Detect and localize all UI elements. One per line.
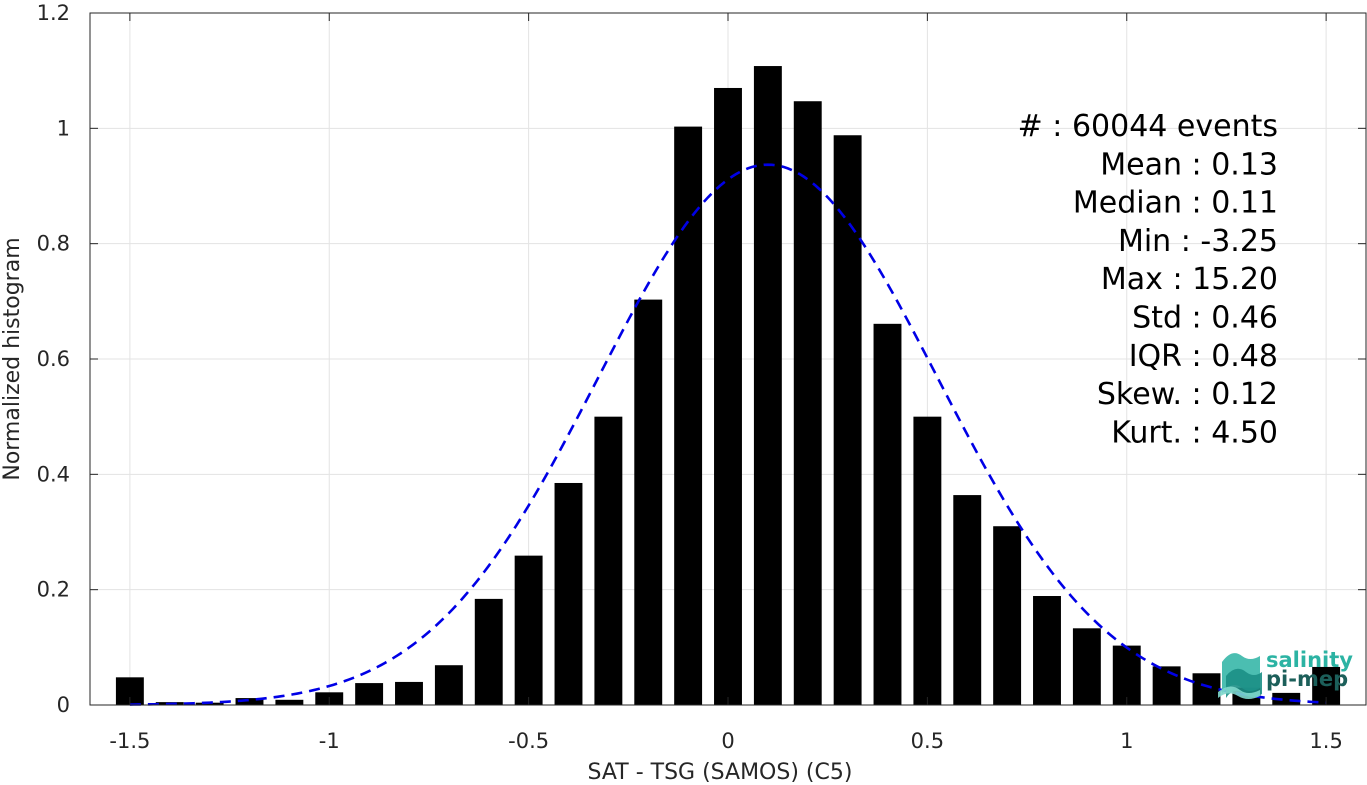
histogram-bar (953, 495, 982, 705)
x-tick-label: 1.5 (1309, 729, 1342, 753)
histogram-bar (793, 101, 822, 706)
histogram-bar (993, 526, 1022, 705)
stats-line: Kurt. : 4.50 (1111, 415, 1278, 450)
x-tick-label: -0.5 (508, 729, 549, 753)
x-axis-label: SAT - TSG (SAMOS) (C5) (588, 760, 853, 785)
stats-line: # : 60044 events (1018, 109, 1278, 144)
histogram-bar (395, 681, 423, 705)
x-tick-label: 1 (1120, 729, 1133, 753)
histogram-bar (514, 555, 543, 705)
histogram-bar (1152, 666, 1181, 705)
histogram-bar (833, 135, 862, 705)
y-axis-label: Normalized histogram (0, 237, 25, 480)
histogram-bar (873, 323, 902, 705)
x-tick-label: 0.5 (911, 729, 944, 753)
histogram-bar (275, 699, 304, 705)
histogram-bar (474, 598, 503, 705)
y-tick-label: 0.8 (37, 232, 70, 256)
histogram-bar (1272, 692, 1301, 705)
histogram-bar (1072, 628, 1101, 705)
histogram-bar (235, 698, 264, 705)
logo-text-salinity: salinity (1266, 648, 1353, 672)
histogram-bar (1192, 673, 1221, 705)
stats-line: Skew. : 0.12 (1097, 377, 1278, 412)
y-tick-label: 0 (57, 693, 70, 717)
wave-icon (1218, 653, 1262, 699)
histogram-bar (753, 66, 782, 706)
histogram-bar (594, 416, 623, 705)
stats-line: Max : 15.20 (1101, 262, 1278, 297)
histogram-bar (913, 416, 942, 705)
histogram-bar (634, 299, 663, 705)
y-tick-label: 1 (57, 116, 70, 140)
x-tick-label: -1.5 (109, 729, 150, 753)
x-tick-label: -1 (319, 729, 340, 753)
stats-line: Mean : 0.13 (1100, 147, 1278, 182)
salinity-pi-mep-logo: salinity pi-mep (1218, 648, 1353, 699)
stats-line: Std : 0.46 (1132, 301, 1278, 336)
y-tick-label: 0.4 (37, 462, 70, 486)
histogram-bars (115, 66, 1341, 706)
stats-line: IQR : 0.48 (1129, 339, 1278, 374)
stats-line: Median : 0.11 (1073, 186, 1278, 221)
histogram-bar (434, 665, 463, 705)
y-tick-label: 0.6 (37, 347, 70, 371)
axis-ticks: -1.5 -1 -0.5 0 0.5 1 1.5 0 0.2 0.4 0.6 0.8 1 1.2 (37, 1, 1366, 753)
y-tick-label: 1.2 (37, 1, 70, 25)
stats-line: Min : -3.25 (1118, 224, 1278, 259)
x-tick-label: 0 (721, 729, 734, 753)
histogram-bar (714, 87, 742, 706)
histogram-bar (1033, 596, 1061, 705)
histogram-bar (554, 482, 583, 705)
y-tick-label: 0.2 (37, 578, 70, 602)
logo-text-pi-mep: pi-mep (1266, 667, 1348, 691)
histogram-bar (355, 683, 384, 705)
histogram-bar (674, 126, 703, 706)
normal-fit-curve (129, 163, 1327, 706)
